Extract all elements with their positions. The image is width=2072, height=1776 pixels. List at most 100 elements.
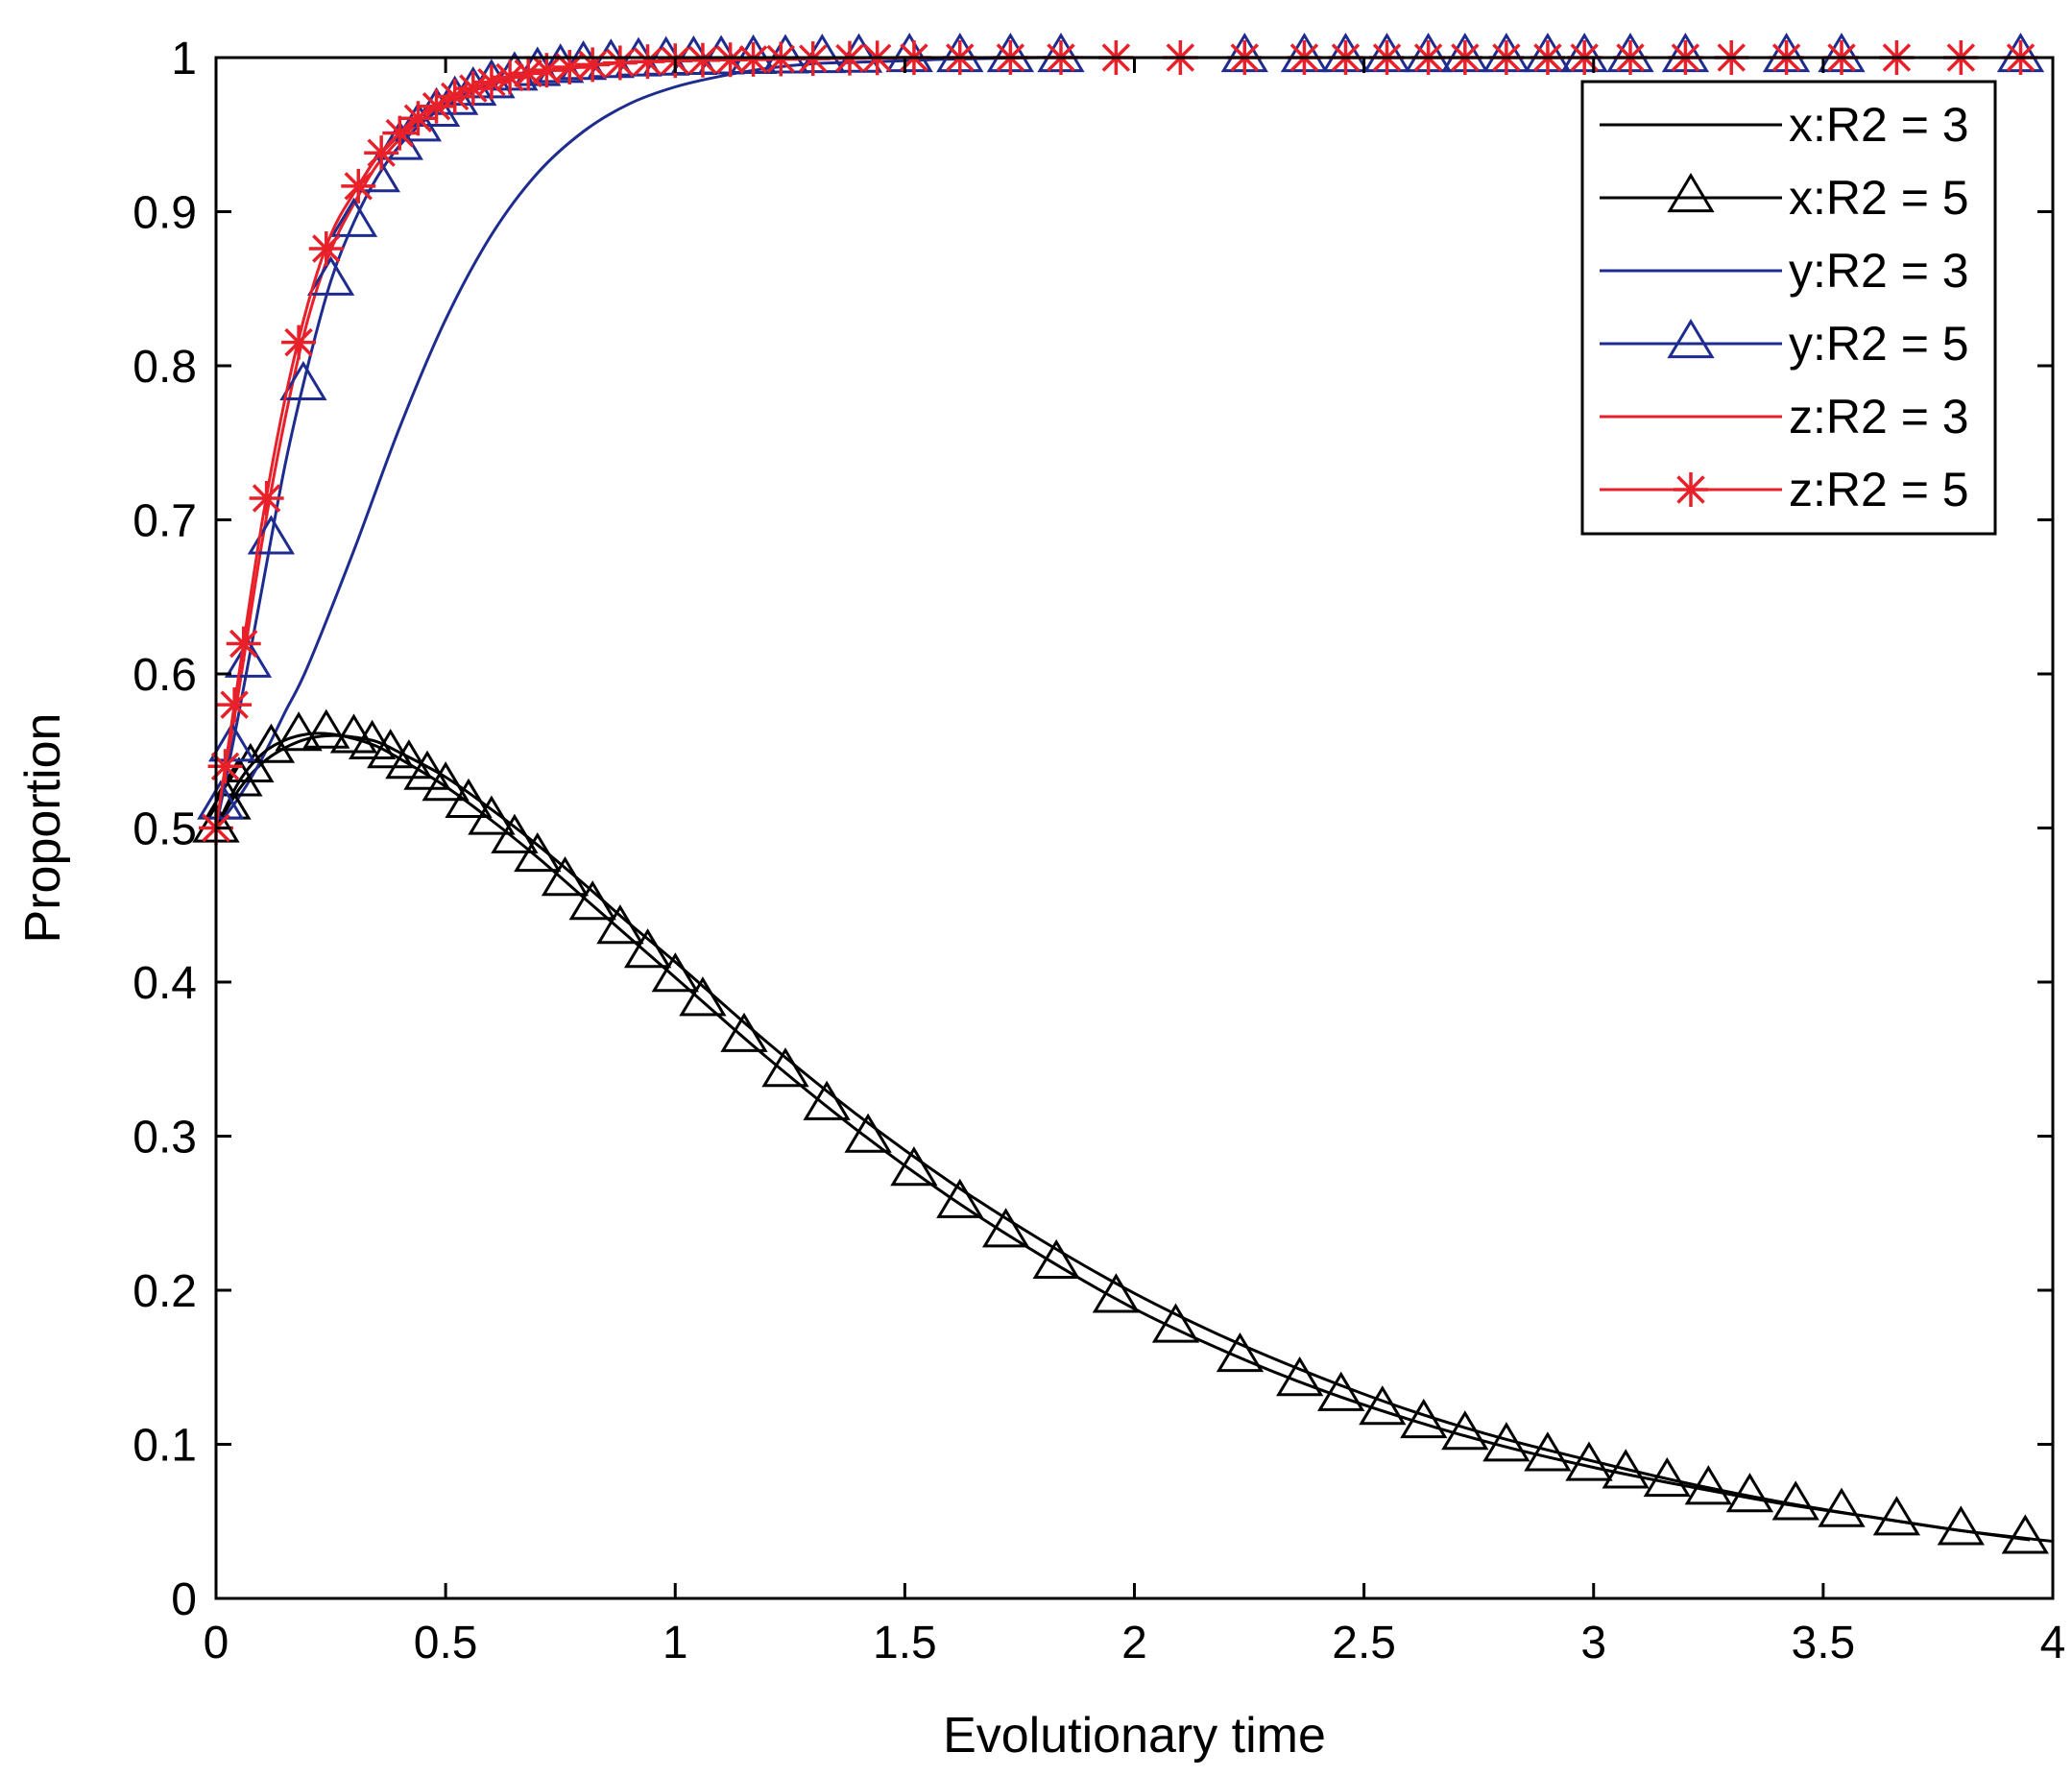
series-x-r2-5: [192, 708, 2049, 1554]
triangle-marker: [197, 780, 245, 820]
star-marker: [382, 115, 418, 151]
star-marker: [226, 626, 261, 661]
legend-box: [1580, 80, 1997, 536]
series-x-r2-3: [214, 733, 2054, 1544]
y-tick-label: 0.8: [133, 342, 197, 393]
triangle-marker: [1151, 1303, 1200, 1343]
legend: x:R2 = 3 x:R2 = 5 y:R2 = 3 y:R2 = 5 z:R2 = 3…: [1580, 80, 1997, 536]
legend-item-z-r2-5: z:R2 = 5: [1600, 463, 1969, 516]
triangle-marker: [367, 729, 415, 769]
star-marker: [575, 47, 611, 83]
triangle-marker: [720, 1012, 768, 1052]
triangle-marker: [1643, 1456, 1691, 1498]
legend-item-z-r2-3: z:R2 = 3: [1600, 390, 1969, 444]
legend-star-marker: [1674, 472, 1708, 507]
y-tick-label: 0.6: [133, 650, 197, 701]
triangle-marker: [803, 1080, 851, 1120]
star-marker: [400, 101, 436, 136]
star-marker: [207, 749, 243, 784]
legend-triangle-marker: [1667, 318, 1715, 359]
star-marker: [281, 324, 317, 360]
triangle-marker: [596, 904, 644, 945]
triangle-marker: [1482, 1422, 1530, 1462]
triangle-marker: [1400, 1398, 1448, 1439]
legend-label: x:R2 = 3: [1789, 98, 1969, 152]
axis-ticks: 0 0.5 1 1.5 2 2.5 3 3.5 4 0 0.1 0.2 0.3 0.4 0.5 0.6 0.7 0…: [133, 34, 2065, 1668]
triangle-marker: [890, 1146, 938, 1187]
y-tick-label: 0.4: [133, 958, 197, 1009]
legend-item-x-r2-3: x:R2 = 3: [1600, 98, 1969, 152]
legend-item-y-r2-5: y:R2 = 5: [1600, 317, 1969, 371]
star-marker: [493, 60, 528, 95]
star-marker: [735, 41, 771, 77]
triangle-marker: [385, 739, 433, 780]
triangle-marker: [514, 831, 562, 873]
star-marker: [341, 168, 376, 204]
legend-label: y:R2 = 3: [1789, 244, 1969, 298]
x-tick-label: 1.5: [873, 1618, 937, 1668]
x-tick-label: 4: [2040, 1618, 2066, 1668]
triangle-marker: [1092, 1273, 1141, 1313]
triangle-marker: [1872, 1496, 1921, 1536]
triangle-marker: [1565, 1441, 1613, 1481]
triangle-marker: [1441, 1410, 1489, 1451]
triangle-marker: [403, 750, 451, 790]
legend-item-x-r2-5: x:R2 = 5: [1600, 171, 1969, 225]
x-tick-label: 3.5: [1792, 1618, 1856, 1668]
triangle-marker: [541, 855, 590, 897]
star-marker: [712, 42, 748, 78]
triangle-marker: [445, 778, 493, 818]
triangle-marker: [422, 761, 470, 802]
y-tick-label: 0.9: [133, 188, 197, 239]
triangle-marker: [227, 742, 275, 782]
y-tick-label: 0.7: [133, 496, 197, 547]
triangle-marker: [1032, 1238, 1080, 1279]
triangle-marker: [2001, 1514, 2049, 1554]
legend-label: y:R2 = 5: [1789, 317, 1969, 371]
x-axis-title: Evolutionary time: [943, 1708, 1326, 1764]
triangle-marker: [568, 880, 616, 921]
triangle-marker: [394, 102, 443, 142]
x-tick-label: 2.5: [1332, 1618, 1396, 1668]
star-marker: [511, 56, 546, 91]
triangle-marker: [1602, 1449, 1650, 1489]
x-tick-label: 2: [1121, 1618, 1147, 1668]
triangle-marker: [275, 711, 323, 752]
star-marker: [217, 687, 253, 723]
triangle-marker: [1359, 1385, 1407, 1426]
triangle-marker: [302, 708, 350, 749]
y-tick-label: 0.1: [133, 1421, 197, 1472]
y-tick-label: 0.5: [133, 804, 197, 855]
x-tick-label: 1: [663, 1618, 688, 1668]
triangle-marker: [679, 976, 727, 1017]
triangle-marker: [981, 1208, 1030, 1248]
triangle-marker: [491, 813, 539, 853]
y-tick-label: 0.2: [133, 1266, 197, 1317]
x-tick-label: 0: [204, 1618, 229, 1668]
x-tick-label: 3: [1580, 1618, 1606, 1668]
triangle-marker: [1725, 1473, 1774, 1513]
x-tick-label: 0.5: [414, 1618, 478, 1668]
y-tick-label: 0: [171, 1574, 197, 1625]
triangle-marker: [761, 1047, 809, 1088]
triangle-marker: [215, 756, 263, 797]
star-marker: [419, 88, 454, 124]
series-line-x-r2-3: [214, 733, 2054, 1544]
legend-label: z:R2 = 5: [1789, 463, 1969, 516]
triangle-marker: [1216, 1332, 1265, 1373]
triangle-marker: [1771, 1480, 1819, 1521]
legend-label: z:R2 = 3: [1789, 390, 1969, 444]
y-axis-title: Proportion: [15, 713, 71, 944]
star-marker: [249, 481, 284, 516]
y-tick-label: 0.3: [133, 1113, 197, 1164]
legend-label: x:R2 = 5: [1789, 171, 1969, 225]
series-line-x-r2-5: [214, 732, 2031, 1542]
triangle-marker: [468, 795, 516, 835]
legend-triangle-marker: [1667, 172, 1715, 213]
triangle-marker: [1937, 1505, 1985, 1546]
triangle-marker: [224, 637, 273, 678]
triangle-marker: [623, 928, 672, 969]
triangle-marker: [1818, 1487, 1866, 1527]
y-tick-label: 1: [171, 34, 197, 84]
